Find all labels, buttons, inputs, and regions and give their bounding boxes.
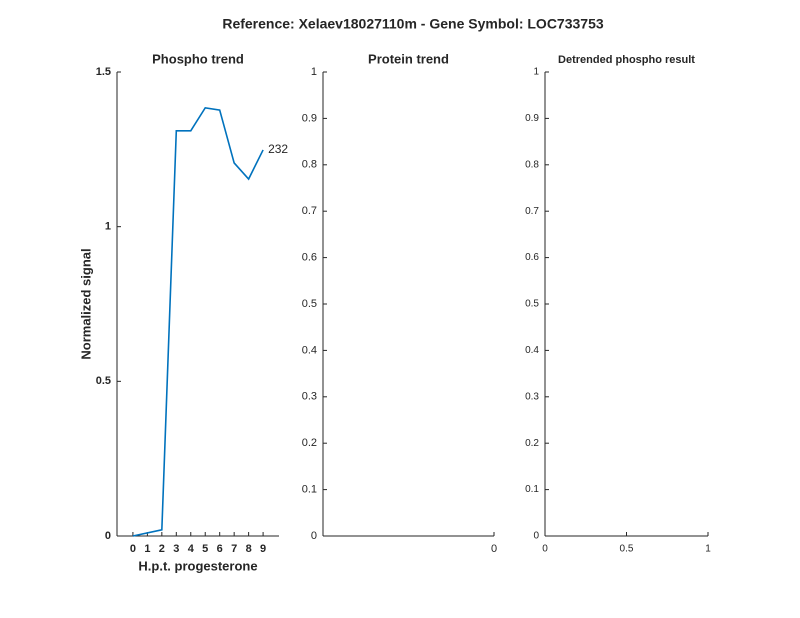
x-tick-label: 0.5	[620, 544, 634, 555]
y-tick-label: 1	[533, 67, 539, 78]
y-tick-label: 0.4	[525, 345, 539, 356]
y-tick-label: 0.2	[302, 437, 317, 449]
y-tick-label: 0.8	[525, 159, 539, 170]
y-tick-label: 0.6	[525, 252, 539, 263]
y-tick-label: 0.4	[302, 344, 317, 356]
y-tick-label: 0.7	[302, 205, 317, 217]
y-tick-label: 0.5	[525, 299, 539, 310]
y-tick-label: 0.9	[525, 113, 539, 124]
y-tick-label: 0	[533, 531, 539, 542]
x-tick-label: 0	[542, 544, 548, 555]
y-tick-label: 0.5	[96, 375, 111, 387]
x-tick-label: 3	[173, 543, 179, 555]
x-tick-label: 9	[260, 543, 266, 555]
x-axis-label: H.p.t. progesterone	[138, 558, 257, 573]
y-axis-label: Normalized signal	[78, 248, 93, 359]
x-tick-label: 1	[144, 543, 150, 555]
y-tick-label: 0.5	[302, 298, 317, 310]
x-tick-label: 7	[231, 543, 237, 555]
x-tick-label: 8	[246, 543, 252, 555]
x-tick-label: 0	[130, 543, 136, 555]
y-tick-label: 0.9	[302, 112, 317, 124]
panel-title: Phospho trend	[152, 51, 244, 66]
x-tick-label: 0	[491, 543, 497, 555]
y-tick-label: 0.8	[302, 159, 317, 171]
y-tick-label: 0	[311, 530, 317, 542]
y-tick-label: 0.3	[525, 391, 539, 402]
y-tick-label: 1	[311, 66, 317, 78]
data-line	[132, 107, 264, 537]
y-tick-label: 1.5	[96, 66, 111, 78]
x-tick-label: 4	[188, 543, 195, 555]
x-tick-label: 1	[705, 544, 711, 555]
series-label: 232	[268, 142, 288, 156]
x-tick-label: 2	[159, 543, 165, 555]
y-tick-label: 0	[105, 530, 111, 542]
x-tick-label: 5	[202, 543, 208, 555]
y-tick-label: 0.6	[302, 252, 317, 264]
y-tick-label: 0.7	[525, 206, 539, 217]
y-tick-label: 1	[105, 221, 111, 233]
panel-title: Protein trend	[368, 51, 449, 66]
panel-title: Detrended phospho result	[558, 54, 695, 66]
y-tick-label: 0.1	[302, 484, 317, 496]
figure-title: Reference: Xelaev18027110m - Gene Symbol…	[222, 16, 604, 32]
y-tick-label: 0.3	[302, 391, 317, 403]
x-tick-label: 6	[217, 543, 223, 555]
y-tick-label: 0.1	[525, 484, 539, 495]
y-tick-label: 0.2	[525, 438, 539, 449]
